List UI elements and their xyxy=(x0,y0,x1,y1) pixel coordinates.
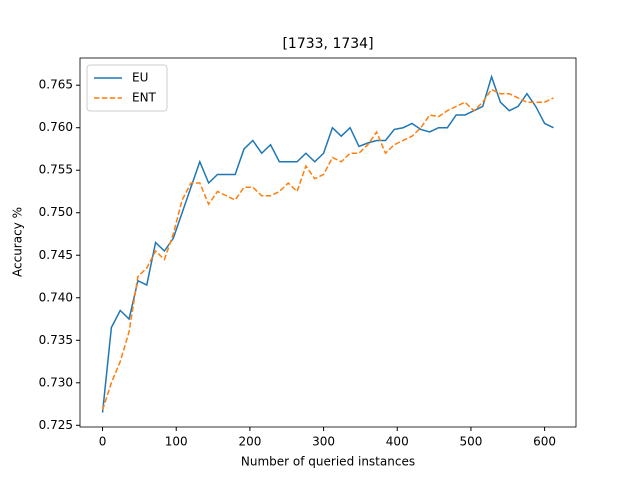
y-tick-label: 0.730 xyxy=(39,375,73,389)
legend-label: ENT xyxy=(132,91,157,105)
y-tick-label: 0.740 xyxy=(39,290,73,304)
line-series xyxy=(101,88,554,411)
x-tick-label: 500 xyxy=(459,435,482,449)
x-tick-label: 100 xyxy=(165,435,188,449)
x-tick-label: 400 xyxy=(386,435,409,449)
x-axis-label: Number of queried instances xyxy=(241,455,415,469)
y-tick-label: 0.725 xyxy=(39,418,73,432)
chart-title: [1733, 1734] xyxy=(282,36,373,52)
x-tick-label: 300 xyxy=(312,435,335,449)
x-tick-label: 600 xyxy=(533,435,556,449)
x-tick-label: 200 xyxy=(238,435,261,449)
y-tick-label: 0.745 xyxy=(39,248,73,262)
plot-frame xyxy=(79,57,577,428)
y-tick-label: 0.750 xyxy=(39,205,73,219)
y-tick-label: 0.755 xyxy=(39,163,73,177)
legend-box xyxy=(86,64,168,112)
y-tick-label: 0.765 xyxy=(39,78,73,92)
y-tick-label: 0.760 xyxy=(39,120,73,134)
y-tick-label: 0.735 xyxy=(39,333,73,347)
line-series xyxy=(101,74,554,413)
y-axis-label: Accuracy % xyxy=(11,207,25,277)
legend-label: EU xyxy=(132,71,148,85)
x-tick-label: 0 xyxy=(99,435,107,449)
